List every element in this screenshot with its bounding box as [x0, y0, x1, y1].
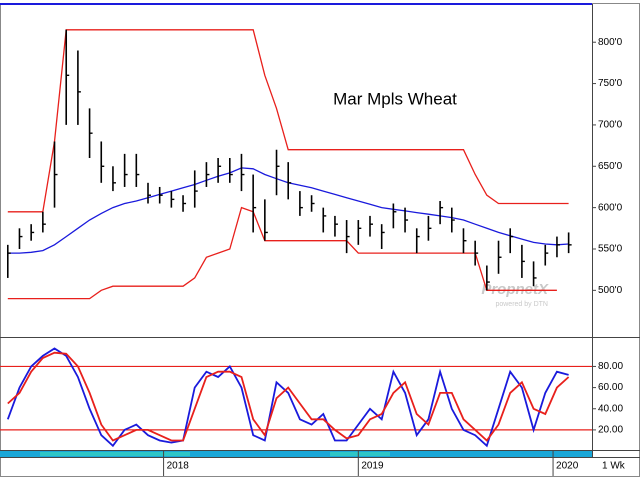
y-tick-label: 700'0 [598, 120, 623, 131]
line [7, 206, 557, 300]
x-tick-label: 2019 [361, 461, 384, 472]
line [7, 29, 569, 213]
x-tick-label: 2018 [167, 461, 190, 472]
y-tick-label: 20.00 [598, 425, 623, 436]
status-strip [40, 452, 190, 456]
y-tick-label: 750'0 [598, 78, 623, 89]
y-tick-label: 60.00 [598, 382, 623, 393]
period-label: 1 Wk [602, 461, 626, 472]
watermark-sub: powered by DTN [495, 301, 548, 308]
frame [0, 3, 640, 477]
y-tick-label: 500'0 [598, 285, 623, 296]
y-tick-label: 600'0 [598, 202, 623, 213]
watermark: PropnetX [481, 281, 549, 298]
annotation: Mar Mpls Wheat [333, 89, 457, 108]
status-strip [330, 452, 390, 456]
line [7, 351, 570, 442]
y-tick-label: 800'0 [598, 37, 623, 48]
y-tick-label: 40.00 [598, 403, 623, 414]
status-strip [0, 451, 592, 457]
y-tick-label: 550'0 [598, 244, 623, 255]
y-tick-label: 650'0 [598, 161, 623, 172]
line [6, 347, 569, 448]
y-tick-label: 80.00 [598, 361, 623, 372]
x-tick-label: 2020 [556, 461, 579, 472]
